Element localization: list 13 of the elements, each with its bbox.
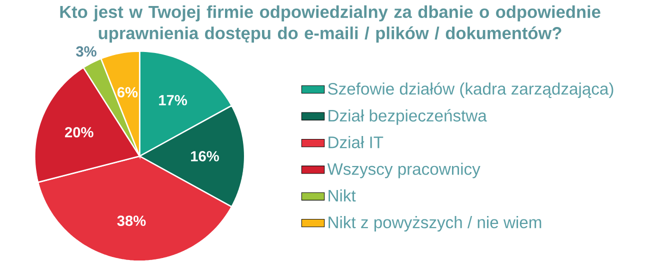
data-label: 20% bbox=[64, 127, 94, 138]
data-label: 3% bbox=[76, 46, 96, 57]
legend-label: Dział bezpieczeństwa bbox=[328, 109, 487, 125]
legend-label: Nikt bbox=[328, 189, 356, 202]
legend-label: Dział IT bbox=[328, 136, 384, 148]
legend-label: Nikt z powyższych / nie wiem bbox=[328, 216, 542, 232]
legend-label: Szefowie działów (kadra zarządzająca) bbox=[328, 82, 614, 98]
data-label: 6% bbox=[117, 87, 138, 98]
chart-title: Kto jest w Twojej firmie odpowiedzialny za dbanie o odpowiednie uprawnienia dostępu do e-maili / plików / dokumentów? bbox=[60, 5, 600, 43]
data-label: 17% bbox=[159, 95, 188, 106]
legend-label: Wszyscy pracownicy bbox=[327, 162, 480, 178]
data-label: 38% bbox=[117, 216, 146, 226]
data-label: 16% bbox=[191, 151, 219, 162]
